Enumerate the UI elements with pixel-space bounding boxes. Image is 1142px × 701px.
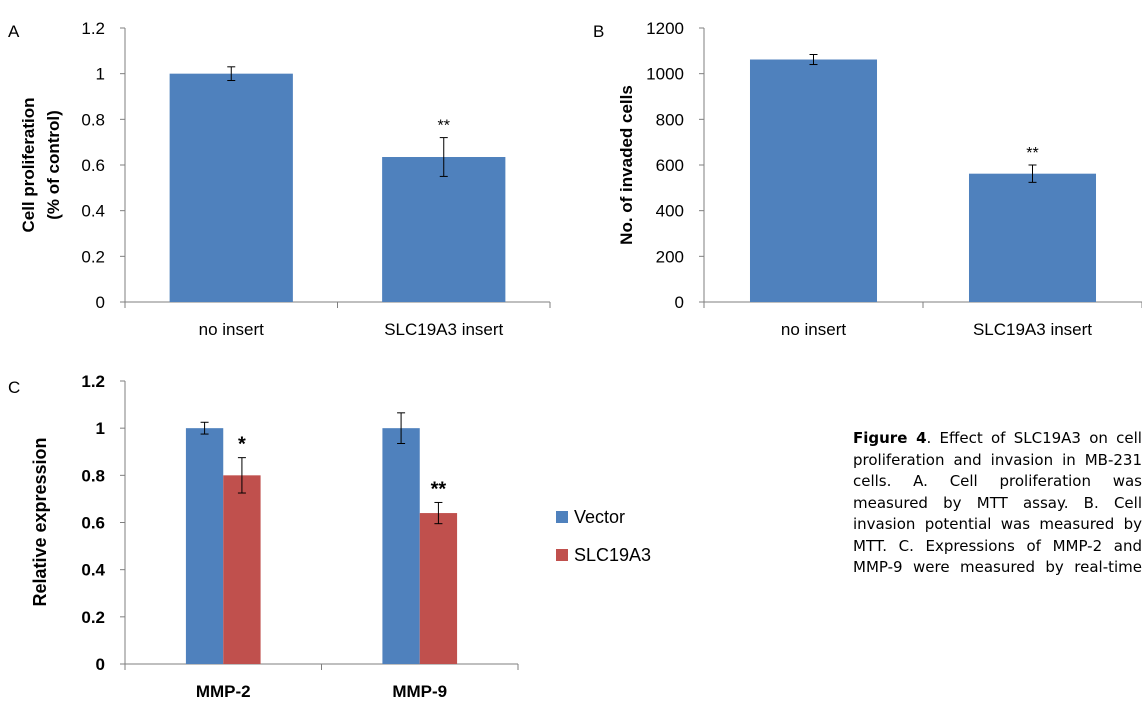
- chart-a-y-tick-label: 0.2: [81, 247, 105, 266]
- chart-c-bar: [185, 428, 224, 664]
- chart-c-legend-swatch: [556, 511, 568, 523]
- figure-caption: Figure 4. Effect of SLC19A3 on cell prol…: [853, 428, 1142, 578]
- chart-c-y-axis-title: Relative expression: [30, 437, 50, 606]
- chart-a-category-label: SLC19A3 insert: [384, 320, 503, 339]
- chart-a-panel-letter: A: [8, 22, 20, 41]
- chart-b-y-tick-label: 1000: [646, 65, 684, 84]
- chart-c-y-tick-label: 0: [96, 655, 105, 674]
- chart-c-bar: [382, 428, 420, 664]
- chart-c-y-tick-label: 0.2: [81, 608, 105, 627]
- chart-b-bar: [749, 59, 878, 303]
- chart-b-y-axis-title: No. of invaded cells: [617, 85, 636, 245]
- chart-c-bar: [419, 513, 458, 664]
- chart-c-y-tick-label: 0.6: [81, 514, 105, 533]
- chart-b-category-label: SLC19A3 insert: [973, 320, 1092, 339]
- chart-b-y-tick-label: 800: [656, 110, 684, 129]
- chart-a-category-label: no insert: [199, 320, 264, 339]
- chart-a-significance-label: **: [438, 118, 450, 135]
- chart-a-y-axis-title: (% of control): [44, 110, 63, 220]
- chart-c-category-label: MMP-2: [196, 682, 251, 701]
- chart-b-y-tick-label: 1200: [646, 19, 684, 38]
- caption-label: Figure 4: [853, 429, 927, 447]
- chart-a-bar: [382, 157, 506, 302]
- chart-c-y-tick-label: 0.4: [81, 561, 105, 580]
- chart-b-panel-letter: B: [593, 22, 604, 41]
- chart-c-panel-letter: C: [8, 378, 20, 397]
- caption-text: . Effect of SLC19A3 on cell proliferatio…: [853, 429, 1142, 576]
- chart-a-y-tick-label: 0.6: [81, 156, 105, 175]
- chart-b-y-tick-label: 0: [675, 293, 684, 312]
- chart-c-y-tick-label: 0.8: [81, 466, 105, 485]
- chart-a-y-tick-label: 0.4: [81, 202, 105, 221]
- chart-b-bar: [968, 173, 1097, 302]
- chart-b-y-tick-label: 600: [656, 156, 684, 175]
- chart-a-y-tick-label: 1: [96, 65, 105, 84]
- chart-a-y-tick-label: 0: [96, 293, 105, 312]
- chart-a-y-axis-title: Cell proliferation: [19, 97, 38, 232]
- chart-b-y-tick-label: 200: [656, 247, 684, 266]
- chart-c-legend-swatch: [556, 549, 568, 561]
- chart-c-significance-label: *: [238, 434, 246, 456]
- chart-b-y-tick-label: 400: [656, 202, 684, 221]
- chart-c-category-label: MMP-9: [392, 682, 447, 701]
- chart-c-bar: [223, 475, 261, 664]
- chart-c-significance-label: **: [431, 478, 447, 500]
- chart-c-y-tick-label: 1.2: [81, 372, 105, 391]
- chart-a-y-tick-label: 1.2: [81, 19, 105, 38]
- chart-c-legend-label: SLC19A3: [574, 545, 651, 565]
- chart-c-legend-label: Vector: [574, 507, 625, 527]
- chart-b-category-label: no insert: [781, 320, 846, 339]
- chart-a-bar: [169, 73, 293, 303]
- chart-a-y-tick-label: 0.8: [81, 110, 105, 129]
- chart-b-significance-label: **: [1026, 145, 1038, 162]
- chart-c-y-tick-label: 1: [96, 419, 105, 438]
